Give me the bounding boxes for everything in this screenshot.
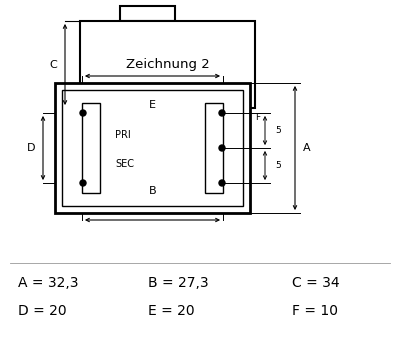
Bar	[80, 21, 255, 108]
Text: C = 34: C = 34	[292, 276, 340, 290]
Text: 5: 5	[275, 161, 281, 170]
Text: PRI: PRI	[115, 130, 131, 140]
Circle shape	[80, 180, 86, 186]
Bar	[205, 103, 223, 193]
Text: A: A	[303, 143, 311, 153]
Circle shape	[80, 110, 86, 116]
Bar	[55, 83, 250, 213]
Text: F: F	[256, 113, 260, 121]
Text: F = 10: F = 10	[292, 304, 338, 318]
Bar	[120, 6, 175, 21]
Text: E: E	[149, 100, 156, 110]
Text: SEC: SEC	[115, 159, 134, 168]
Text: B: B	[149, 186, 156, 196]
Bar	[62, 90, 243, 206]
Bar	[82, 103, 100, 193]
Text: 5: 5	[275, 126, 281, 135]
Circle shape	[219, 145, 225, 151]
Text: A = 32,3: A = 32,3	[18, 276, 78, 290]
Bar	[118, 108, 127, 125]
Bar	[208, 108, 217, 125]
Text: Zeichnung 2: Zeichnung 2	[126, 58, 209, 71]
Text: D: D	[27, 143, 35, 153]
Text: E = 20: E = 20	[148, 304, 195, 318]
Text: D = 20: D = 20	[18, 304, 67, 318]
Circle shape	[219, 110, 225, 116]
Circle shape	[219, 180, 225, 186]
Text: C: C	[49, 60, 57, 69]
Text: B = 27,3: B = 27,3	[148, 276, 209, 290]
